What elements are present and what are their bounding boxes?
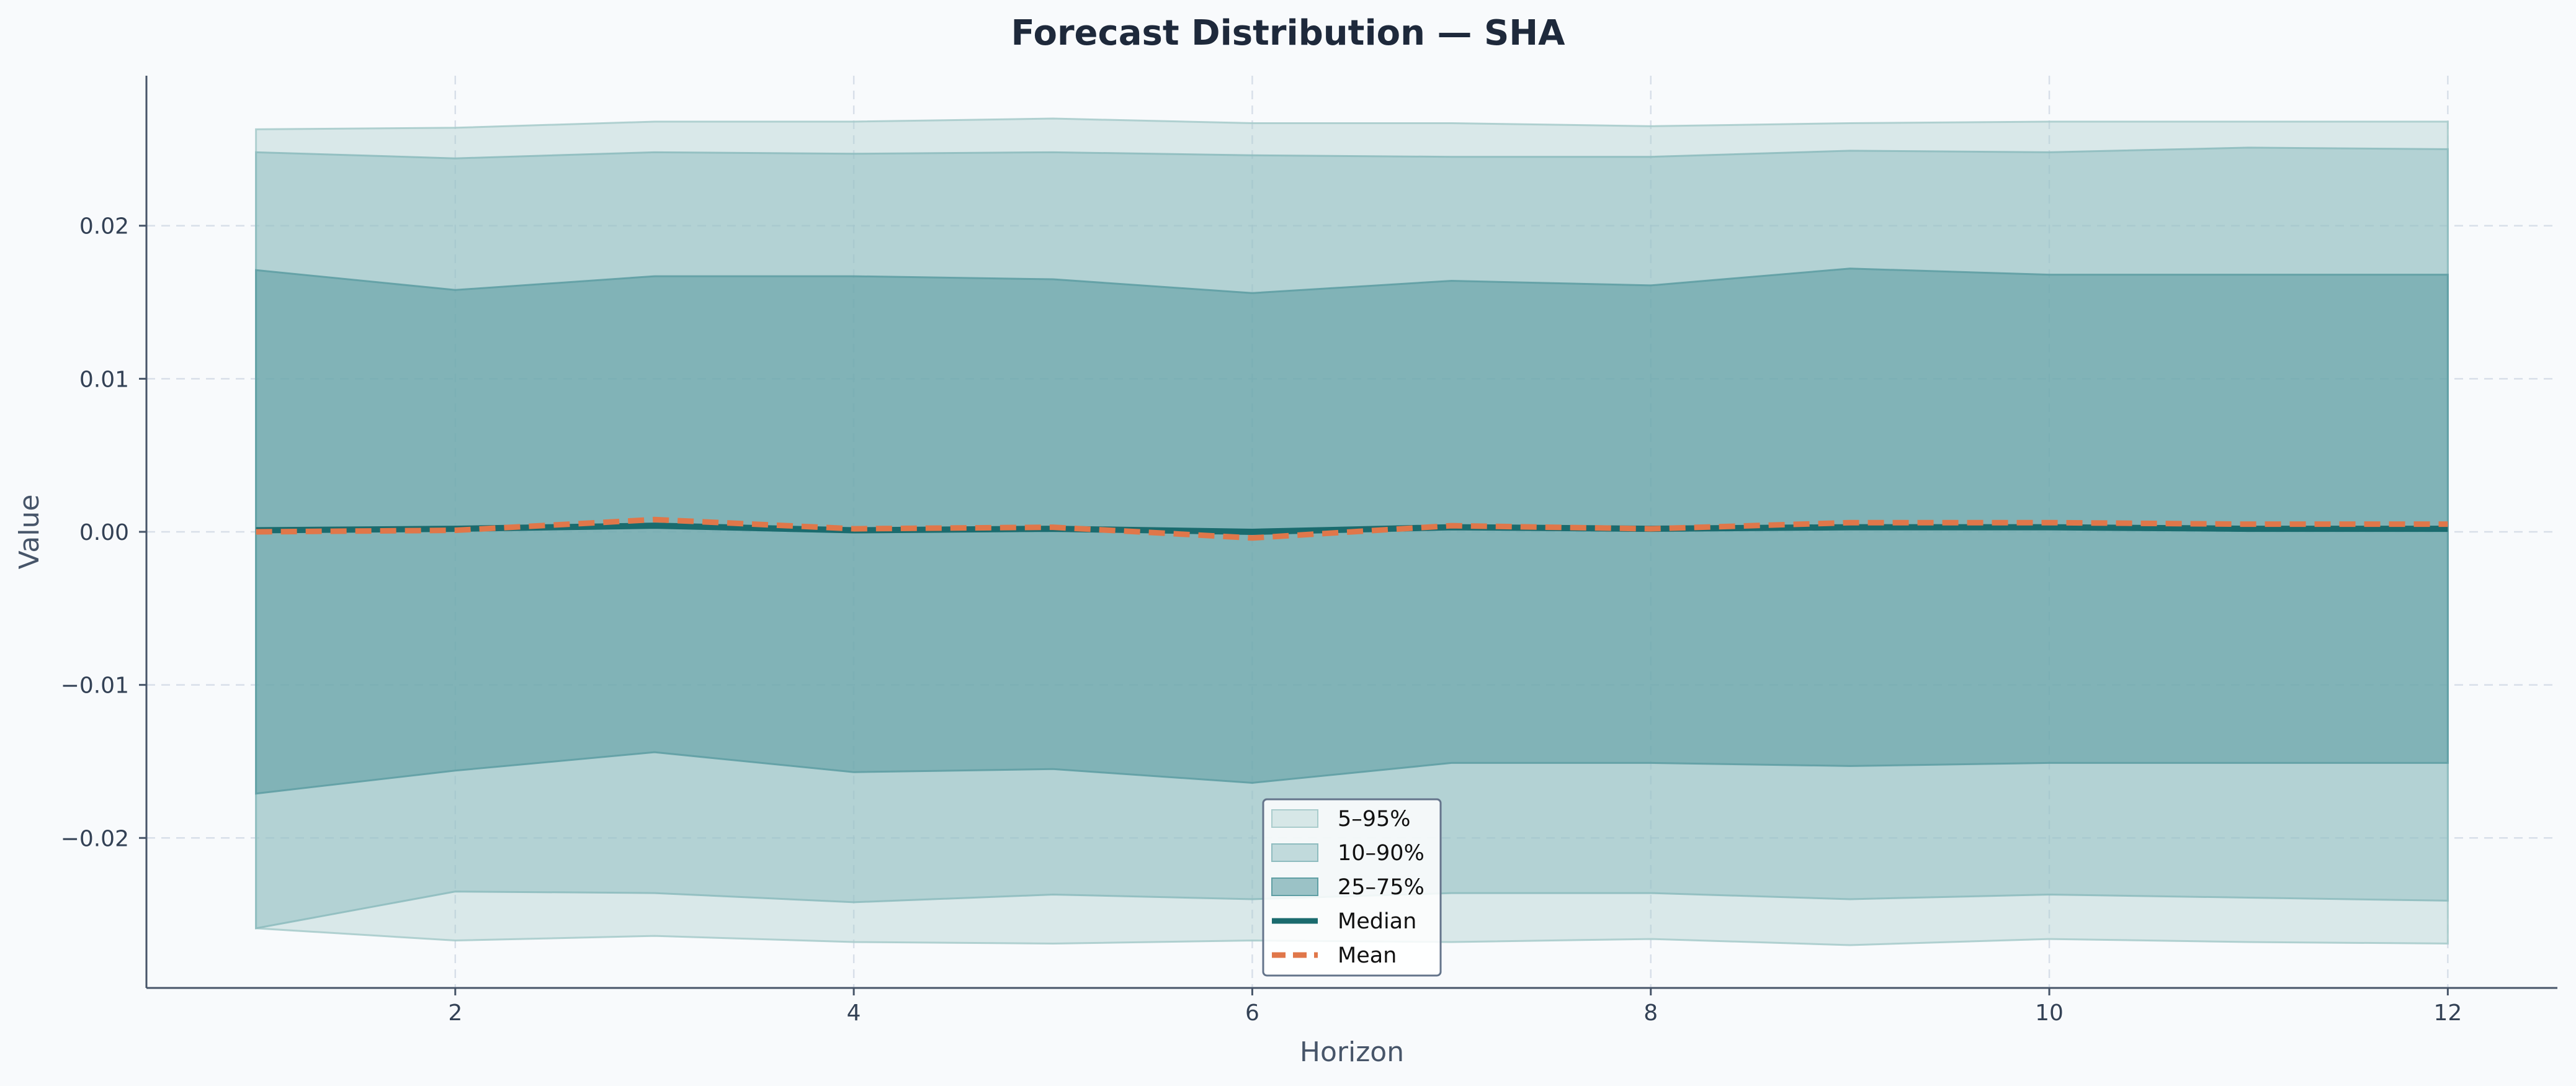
y-tick-label: 0.01 bbox=[79, 367, 129, 392]
y-axis-ticks: −0.02 −0.01 0.00 0.01 0.02 bbox=[61, 214, 146, 851]
y-tick-label: −0.02 bbox=[61, 826, 129, 851]
chart-title: Forecast Distribution — SHA bbox=[1011, 13, 1565, 53]
legend-label: Median bbox=[1338, 909, 1416, 934]
x-tick-label: 8 bbox=[1644, 1000, 1658, 1026]
y-tick-label: 0.02 bbox=[79, 214, 129, 240]
legend-label: 5–95% bbox=[1338, 807, 1411, 832]
series-line-mean bbox=[256, 516, 2448, 541]
x-tick-label: 6 bbox=[1245, 1000, 1259, 1026]
y-axis-label: Value bbox=[14, 495, 45, 570]
x-axis-ticks: 2 4 6 8 10 12 bbox=[448, 988, 2462, 1026]
x-tick-label: 12 bbox=[2433, 1000, 2462, 1026]
legend-label: 10–90% bbox=[1338, 841, 1424, 866]
x-axis-label: Horizon bbox=[1300, 1036, 1404, 1068]
legend-swatch bbox=[1271, 877, 1318, 896]
legend-label: 25–75% bbox=[1338, 875, 1424, 900]
x-tick-label: 2 bbox=[448, 1000, 462, 1026]
x-tick-label: 4 bbox=[847, 1000, 861, 1026]
legend-swatch bbox=[1271, 843, 1318, 862]
y-tick-label: 0.00 bbox=[79, 520, 129, 545]
x-tick-label: 10 bbox=[2035, 1000, 2064, 1026]
series-lines bbox=[256, 516, 2448, 541]
y-tick-label: −0.01 bbox=[61, 673, 129, 699]
chart-legend: 5–95% 10–90% 25–75% Median Mean bbox=[1262, 798, 1442, 977]
legend-swatch bbox=[1271, 809, 1318, 828]
legend-label: Mean bbox=[1338, 943, 1397, 968]
